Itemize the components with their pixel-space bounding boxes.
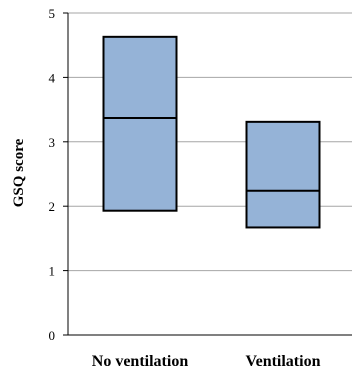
y-tick-label-1: 1 bbox=[49, 264, 56, 279]
y-axis-title: GSQ score bbox=[11, 138, 27, 207]
box-ventilation bbox=[245, 120, 321, 229]
x-category-label-ventilation: Ventilation bbox=[246, 353, 321, 370]
y-tick-label-2: 2 bbox=[49, 199, 56, 214]
x-category-label-no-ventilation: No ventilation bbox=[92, 353, 189, 370]
y-tick-label-5: 5 bbox=[49, 6, 56, 21]
y-tick-label-4: 4 bbox=[49, 70, 56, 85]
box-no-ventilation bbox=[102, 35, 178, 212]
y-tick-label-3: 3 bbox=[49, 135, 56, 150]
y-tick-label-0: 0 bbox=[49, 328, 56, 343]
x-category-labels: No ventilation Ventilation bbox=[92, 353, 321, 370]
axes bbox=[67, 13, 352, 336]
y-tick-labels: 0 1 2 3 4 5 bbox=[49, 6, 68, 343]
boxes bbox=[102, 35, 321, 229]
